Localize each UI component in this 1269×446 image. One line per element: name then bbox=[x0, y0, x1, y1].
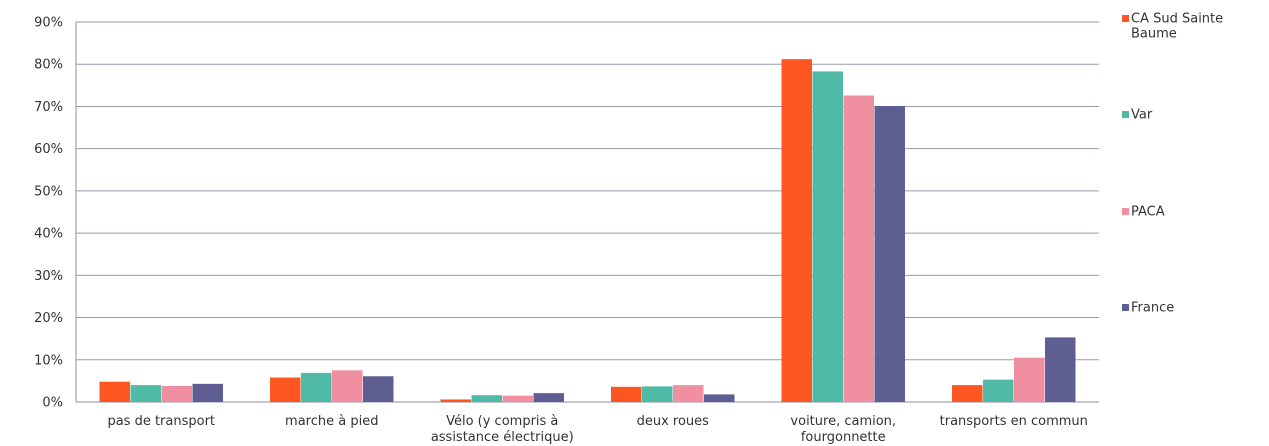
bar bbox=[812, 71, 843, 403]
legend-swatch bbox=[1122, 111, 1129, 118]
bar bbox=[533, 393, 564, 402]
legend-item: CA Sud Sainte Baume bbox=[1122, 12, 1223, 42]
y-tick-label: 30% bbox=[34, 269, 63, 284]
legend-swatch bbox=[1122, 15, 1129, 22]
legend-swatch bbox=[1122, 304, 1129, 311]
y-tick-label: 70% bbox=[34, 100, 63, 115]
x-category-label: transports en commun bbox=[940, 414, 1088, 429]
bar bbox=[781, 59, 812, 403]
bar bbox=[471, 395, 502, 402]
y-tick-label: 0% bbox=[42, 396, 63, 411]
x-axis-labels: pas de transport marche à pied Vélo (y com… bbox=[107, 414, 1087, 445]
bar bbox=[874, 106, 905, 403]
bar bbox=[440, 399, 471, 402]
legend-item: PACA bbox=[1122, 205, 1165, 220]
y-tick-label: 60% bbox=[34, 142, 63, 157]
legend-item: Var bbox=[1122, 108, 1153, 123]
bar bbox=[983, 379, 1014, 402]
bar bbox=[611, 386, 642, 402]
legend-item: France bbox=[1122, 301, 1174, 316]
y-tick-label: 90% bbox=[34, 16, 63, 31]
bar bbox=[502, 395, 533, 402]
bar bbox=[270, 377, 301, 402]
legend-label: France bbox=[1131, 301, 1174, 316]
bar bbox=[1045, 337, 1076, 402]
y-axis-ticks: 0% 10% 20% 30% 40% 50% 60% 70% 80% 90% bbox=[34, 16, 63, 411]
bar bbox=[363, 376, 394, 402]
legend-label: PACA bbox=[1131, 205, 1165, 220]
bar bbox=[192, 383, 223, 402]
bar bbox=[843, 95, 874, 402]
y-tick-label: 50% bbox=[34, 184, 63, 199]
bar bbox=[642, 386, 673, 402]
bar bbox=[332, 370, 363, 402]
y-tick-label: 40% bbox=[34, 227, 63, 242]
x-category-label: voiture, camion, fourgonnette bbox=[790, 414, 896, 445]
legend-label: CA Sud Sainte Baume bbox=[1131, 12, 1223, 42]
legend: CA Sud Sainte Baume Var PACA France bbox=[1122, 12, 1223, 316]
bars bbox=[99, 59, 1076, 403]
bar bbox=[704, 394, 735, 402]
legend-swatch bbox=[1122, 208, 1129, 215]
bar bbox=[130, 385, 161, 402]
bar bbox=[673, 385, 704, 402]
bar bbox=[1014, 357, 1045, 402]
gridlines bbox=[75, 21, 1099, 403]
x-category-label: pas de transport bbox=[107, 414, 215, 429]
bar bbox=[301, 372, 332, 402]
bar bbox=[161, 385, 192, 402]
y-tick-label: 20% bbox=[34, 311, 63, 326]
y-tick-label: 10% bbox=[34, 353, 63, 368]
bar bbox=[952, 385, 983, 402]
bar bbox=[99, 381, 130, 402]
legend-label: Var bbox=[1131, 108, 1153, 123]
x-category-label: Vélo (y compris à assistance électrique) bbox=[431, 414, 574, 445]
x-category-label: marche à pied bbox=[285, 414, 378, 429]
y-tick-label: 80% bbox=[34, 58, 63, 73]
x-category-label: deux roues bbox=[637, 414, 710, 429]
